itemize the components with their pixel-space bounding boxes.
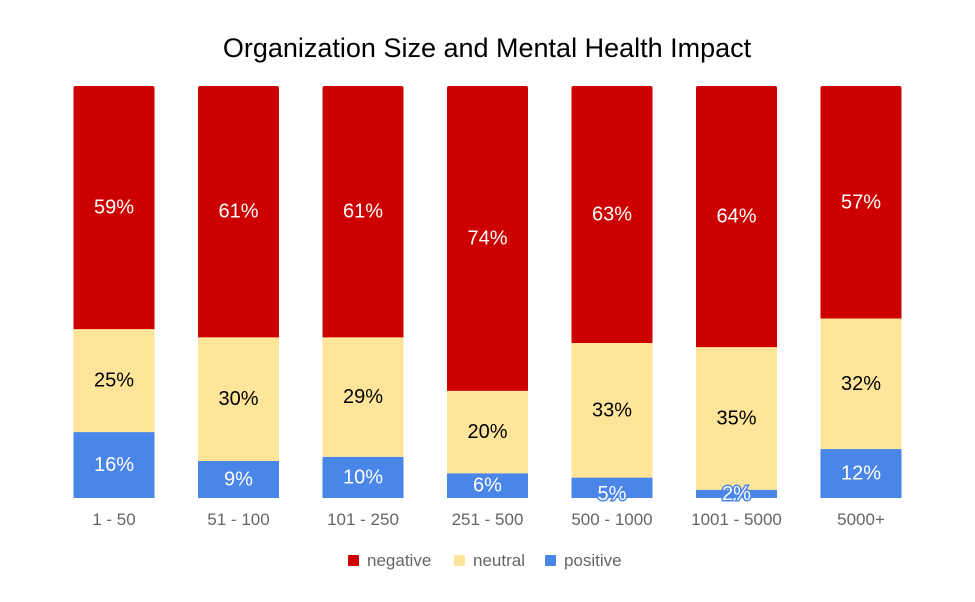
legend-swatch-neutral (454, 555, 465, 566)
segment-labels-group: 16% 25% 59% 9% 30% 61% 10% 29% 61% 6% 20% 74% 5% 33% 6… (94, 191, 881, 506)
bar-segment-positive-4 (447, 473, 528, 498)
category-label: 101 - 250 (327, 510, 399, 529)
bar-segment-negative-7 (820, 86, 902, 319)
category-label: 1 - 50 (92, 510, 135, 529)
bar-segment-negative-6 (696, 86, 777, 348)
bar-segment-negative-5 (571, 86, 653, 343)
bar-segment-neutral-6 (696, 347, 777, 490)
bar-segment-negative-4 (447, 86, 528, 391)
legend-label-positive: positive (564, 551, 622, 570)
bar-segment-neutral-5 (571, 342, 653, 478)
data-label-negative-5: 63% (592, 203, 632, 225)
data-label-negative-1: 59% (94, 197, 134, 219)
bar-segment-positive-2 (198, 460, 279, 498)
bar-segment-neutral-4 (447, 390, 528, 474)
data-label-negative-3: 61% (343, 201, 383, 223)
data-label-neutral-1: 25% (94, 370, 134, 392)
category-label: 500 - 1000 (571, 510, 652, 529)
category-label: 251 - 500 (452, 510, 524, 529)
chart-title: Organization Size and Mental Health Impa… (223, 33, 752, 63)
bar-segment-positive-7 (820, 449, 902, 498)
legend-swatch-negative (348, 555, 359, 566)
bar-segment-positive-5 (571, 477, 653, 498)
bar-segment-positive-3 (322, 456, 404, 498)
data-label-neutral-3: 29% (343, 386, 383, 408)
legend: negative neutral positive (348, 551, 622, 570)
legend-swatch-positive (545, 555, 556, 566)
bar-segment-positive-6 (696, 489, 777, 498)
data-label-neutral-5: 33% (592, 399, 632, 421)
data-label-neutral-7: 32% (841, 373, 881, 395)
data-label-negative-2: 61% (218, 201, 258, 223)
data-label-positive-7: 12% (841, 463, 881, 485)
category-labels-group: 1 - 50 51 - 100 101 - 250 251 - 500 500 - 10… (92, 510, 885, 529)
category-label: 5000+ (837, 510, 885, 529)
bar-segment-neutral-3 (322, 337, 404, 457)
category-label: 51 - 100 (207, 510, 269, 529)
data-label-negative-4: 74% (467, 227, 507, 249)
data-label-negative-6: 64% (716, 206, 756, 228)
data-label-positive-3: 10% (343, 466, 383, 488)
data-label-positive-4: 6% (473, 475, 502, 497)
category-label: 1001 - 5000 (691, 510, 782, 529)
data-label-neutral-4: 20% (467, 421, 507, 443)
data-label-neutral-2: 30% (218, 388, 258, 410)
data-label-positive-5: 5% (598, 483, 627, 505)
bar-segment-negative-1 (73, 86, 155, 330)
bars-group (73, 86, 902, 498)
legend-label-negative: negative (367, 551, 431, 570)
legend-label-neutral: neutral (473, 551, 525, 570)
bar-segment-negative-3 (322, 86, 404, 338)
bar-segment-neutral-2 (198, 337, 279, 461)
bar-segment-neutral-7 (820, 318, 902, 450)
data-label-positive-2: 9% (224, 468, 253, 490)
bar-segment-neutral-1 (73, 329, 155, 433)
data-label-positive-1: 16% (94, 454, 134, 476)
data-label-neutral-6: 35% (716, 407, 756, 429)
bar-segment-positive-1 (73, 432, 155, 498)
data-label-negative-7: 57% (841, 191, 881, 213)
data-label-positive-6: 2% (722, 483, 751, 505)
bar-segment-negative-2 (198, 86, 279, 338)
